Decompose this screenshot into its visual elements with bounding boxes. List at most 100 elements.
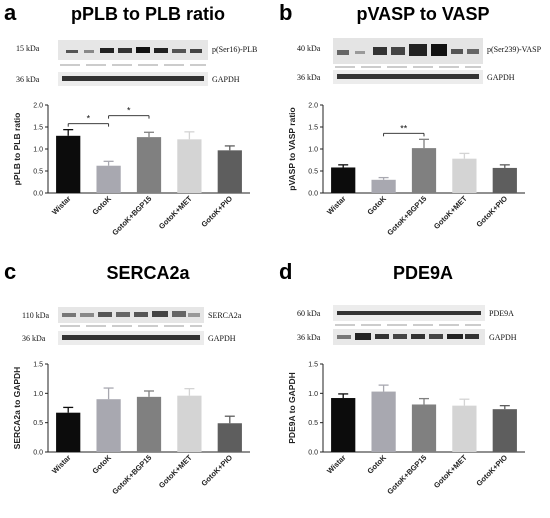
y-tick-label: 2.0 [308,103,318,110]
blot-bottom-protein: GAPDH [489,333,517,342]
y-tick-label: 1.0 [33,147,43,154]
blot-top-kda: 110 kDa [22,311,49,320]
significance-label: * [87,114,91,124]
panel-letter: c [4,259,17,284]
panel-c: c SERCA2a 110 kDa 36 kDa SERCA2a GAPDH 0… [0,259,275,518]
significance-label: ** [400,123,408,133]
blot-bands-bottom [62,335,200,340]
blot-top-protein: p(Ser239)-VASP [487,45,542,54]
western-blot: 15 kDa 36 kDa p(Ser16)-PLB GAPDH [16,40,257,86]
bar [411,404,437,452]
x-tick-label: GotoK+PIO [474,453,509,488]
y-axis-label: pVASP to VASP ratio [287,107,297,190]
blot-bottom-kda: 36 kDa [16,75,40,84]
bar [136,137,162,193]
blot-top-kda: 40 kDa [297,44,321,53]
x-tick-label: GotoK [365,453,388,476]
blot-bands-top [337,44,479,56]
x-tick-label: GotoK+MET [157,453,194,490]
western-blot: 40 kDa 36 kDa p(Ser239)-VASP GAPDH [297,38,542,84]
western-blot: 110 kDa 36 kDa SERCA2a GAPDH [22,307,242,345]
bar [492,167,517,193]
bar [331,167,356,193]
panel-b: b pVASP to VASP 40 kDa 36 kDa p(Ser239)-… [275,0,550,259]
bar [96,165,121,193]
blot-bands-bottom [337,74,479,79]
x-tick-label: GotoK [90,194,113,217]
y-tick-label: 1.0 [308,391,318,398]
y-tick-label: 0.5 [33,420,43,427]
y-axis-label: PDE9A to GAPDH [287,372,297,443]
x-tick-label: GotoK+MET [157,194,194,231]
x-tick-label: GotoK+BGP15 [110,194,153,237]
blot-bands-top [66,47,202,53]
y-tick-label: 1.0 [308,147,318,154]
x-tick-label: GotoK+BGP15 [110,453,153,496]
x-tick-label: GotoK+BGP15 [385,453,428,496]
y-tick-label: 1.5 [33,125,43,132]
bar [492,409,517,452]
x-tick-label: GotoK [90,453,113,476]
blot-top-protein: SERCA2a [208,311,242,320]
blot-strip-top [58,40,208,60]
bar [177,139,202,193]
panel-title: PDE9A [392,263,454,283]
bar [177,395,202,452]
y-tick-label: 0.5 [308,169,318,176]
bar [217,423,242,452]
blot-bottom-protein: GAPDH [212,75,240,84]
bar [452,405,477,452]
bar [56,135,81,193]
significance-label: * [127,106,131,116]
bar [331,398,356,452]
blot-bottom-protein: GAPDH [208,334,236,343]
y-tick-label: 1.5 [33,362,43,369]
x-tick-label: Wistar [50,453,73,476]
panel-title: pVASP to VASP [356,4,490,24]
panel-d: d PDE9A 60 kDa 36 kDa PDE9A GAPDH 0.0 0.5… [275,259,550,518]
y-tick-label: 2.0 [33,103,43,110]
western-blot: 60 kDa 36 kDa PDE9A GAPDH [297,305,517,345]
y-tick-label: 0.0 [33,191,43,198]
bar [411,148,437,193]
blot-top-protein: p(Ser16)-PLB [212,45,257,54]
x-tick-label: GotoK+PIO [199,194,234,229]
x-tick-label: Wistar [325,194,348,217]
y-tick-label: 1.5 [308,125,318,132]
blot-bands-bottom [337,333,479,340]
panel-a: a pPLB to PLB ratio 15 kDa 36 kDa p(Ser1… [0,0,275,259]
y-tick-label: 0.0 [33,450,43,457]
x-tick-label: GotoK+PIO [474,194,509,229]
x-tick-label: GotoK+BGP15 [385,194,428,237]
blot-top-kda: 60 kDa [297,309,321,318]
bar [371,179,396,193]
blot-bottom-kda: 36 kDa [297,73,321,82]
bar [217,150,242,193]
y-tick-label: 1.0 [33,391,43,398]
y-axis-label: SERCA2a to GAPDH [12,367,22,450]
panel-letter: a [4,0,17,25]
bar [371,391,396,452]
y-tick-label: 0.0 [308,450,318,457]
blot-top-protein: PDE9A [489,309,514,318]
y-tick-label: 0.5 [308,420,318,427]
bar-chart: 0.0 0.5 1.0 1.5 2.0 pVASP to VASP ratio Wistar… [287,103,525,237]
blot-bottom-kda: 36 kDa [22,334,46,343]
y-tick-label: 1.5 [308,362,318,369]
x-tick-label: Wistar [325,453,348,476]
blot-bands-top [337,311,481,315]
panel-letter: b [279,0,293,25]
y-tick-label: 0.0 [308,191,318,198]
blot-bottom-protein: GAPDH [487,73,515,82]
y-axis-label: pPLB to PLB ratio [12,113,22,186]
panel-title: SERCA2a [106,263,190,283]
x-tick-label: GotoK+MET [432,194,469,231]
bar [56,412,81,452]
x-tick-label: Wistar [50,194,73,217]
blot-bands-bottom [62,76,204,81]
bar [96,399,121,452]
x-tick-label: GotoK [365,194,388,217]
x-tick-label: GotoK+MET [432,453,469,490]
